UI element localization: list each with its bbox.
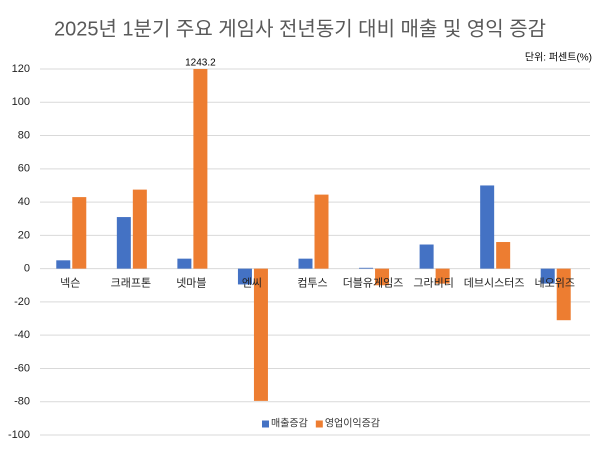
x-tick-label: 그라비티 (413, 277, 453, 290)
bar (237, 268, 252, 285)
legend-swatch (262, 420, 269, 428)
bar (359, 267, 374, 269)
x-tick-label: 엔씨 (242, 277, 262, 290)
bar (540, 268, 555, 284)
unit-note: 단위: 퍼센트(%) (525, 51, 592, 64)
bar (253, 268, 268, 401)
y-tick-label: -100 (8, 429, 30, 441)
bar (56, 260, 71, 269)
y-tick-label: -60 (14, 362, 30, 374)
bar (116, 217, 131, 269)
y-tick-label: 80 (18, 129, 30, 141)
chart-title: 2025년 1분기 주요 게임사 전년동기 대비 매출 및 영익 증감 (54, 17, 546, 40)
bar (72, 197, 87, 269)
y-tick-label: -20 (14, 296, 30, 308)
y-tick-label: 60 (18, 163, 30, 175)
x-tick-label: 넥슨 (60, 277, 80, 290)
bar (496, 242, 511, 269)
x-tick-label: 네오위즈 (534, 277, 574, 290)
data-label: 1243.2 (185, 58, 216, 69)
y-tick-label: -80 (14, 396, 30, 408)
y-tick-label: 0 (24, 263, 30, 275)
y-tick-label: 100 (12, 96, 30, 108)
bar (298, 258, 313, 269)
x-tick-label: 더블유게임즈 (343, 277, 404, 290)
y-tick-label: 120 (12, 63, 30, 75)
x-tick-label: 넷마블 (176, 277, 206, 290)
bar (556, 268, 571, 321)
bar (193, 69, 208, 269)
y-tick-label: 40 (18, 196, 30, 208)
bar (375, 268, 390, 286)
bar (435, 268, 450, 284)
bar (419, 244, 434, 269)
x-tick-label: 크래프톤 (111, 277, 151, 290)
bar (314, 194, 329, 269)
bar (480, 185, 495, 269)
x-tick-label: 컴투스 (297, 277, 327, 290)
legend-label: 매출증감 (271, 418, 308, 430)
legend-label: 영업이익증감 (325, 417, 380, 430)
x-tick-label: 데브시스터즈 (464, 277, 525, 290)
y-tick-label: 20 (18, 229, 30, 241)
y-tick-label: -40 (14, 329, 30, 341)
bar (177, 258, 192, 269)
legend-swatch (315, 420, 323, 428)
bar (132, 189, 147, 269)
